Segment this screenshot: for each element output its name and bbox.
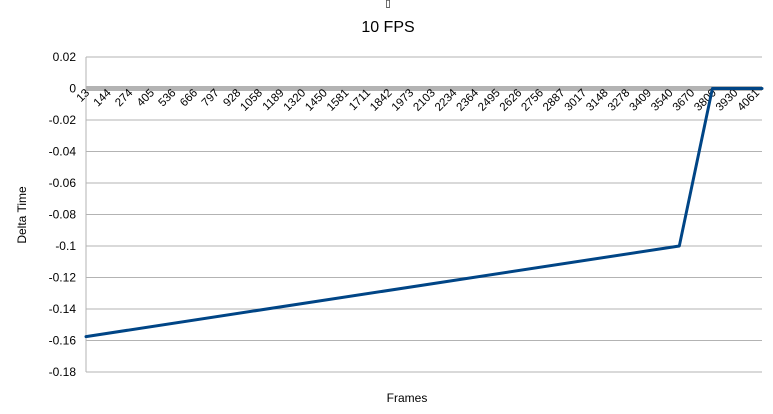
x-tick-label: 2626 (498, 87, 525, 114)
x-tick-label: 2495 (476, 87, 503, 114)
x-tick-label: 3540 (649, 87, 676, 114)
x-tick-label: 2103 (411, 87, 438, 114)
y-tick-label: -0.06 (49, 176, 77, 190)
y-tick-label: -0.08 (49, 208, 77, 222)
x-tick-label: 3017 (563, 87, 590, 114)
y-tick-label: -0.04 (49, 145, 77, 159)
x-tick-label: 1711 (347, 87, 373, 113)
y-axis-ticks: 0.02 0 -0.02 -0.04 -0.06 -0.08 -0.1 -0.12 -0.14 -… (49, 50, 77, 379)
y-tick-label: 0 (69, 82, 76, 96)
x-tick-label: 3148 (584, 87, 611, 114)
series-group (84, 87, 764, 339)
y-axis-label: Delta Time (15, 186, 29, 244)
x-tick-label: 1450 (303, 87, 330, 114)
y-tick-label: -0.1 (55, 239, 76, 253)
title-mark: ▯ (385, 0, 391, 10)
x-tick-label: 4061 (736, 87, 763, 114)
x-tick-label: 3800 (692, 87, 719, 114)
x-tick-label: 3278 (606, 87, 633, 114)
x-tick-label: 1058 (238, 87, 265, 114)
x-tick-label: 3670 (671, 87, 698, 114)
x-tick-label: 2756 (519, 87, 546, 114)
x-axis-label: Frames (387, 391, 428, 405)
x-tick-label: 3409 (627, 87, 654, 114)
y-tick-label: -0.14 (49, 302, 77, 316)
y-tick-label: -0.02 (49, 113, 77, 127)
x-tick-label: 1320 (282, 87, 309, 114)
grid-lines (85, 56, 762, 373)
series-line (84, 87, 764, 339)
y-tick-label: -0.18 (49, 365, 77, 379)
x-tick-label: 1842 (368, 87, 395, 114)
x-tick-label: 1189 (261, 87, 287, 113)
y-tick-label: -0.16 (49, 334, 77, 348)
x-tick-label: 3930 (714, 87, 741, 114)
chart-title: 10 FPS (361, 19, 414, 36)
y-tick-label: 0.02 (53, 50, 77, 64)
x-tick-label: 1973 (390, 87, 417, 114)
x-tick-label: 2887 (541, 87, 568, 114)
y-tick-label: -0.12 (49, 271, 77, 285)
x-tick-label: 1581 (325, 87, 352, 114)
